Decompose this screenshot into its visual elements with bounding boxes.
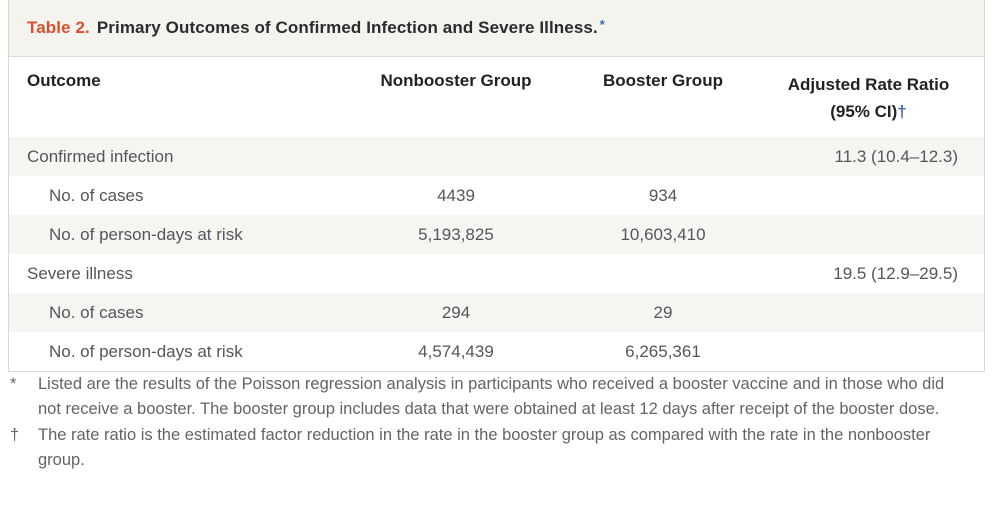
table-body: Confirmed infection 11.3 (10.4–12.3) No.… <box>9 137 984 372</box>
table-row-confirmed-infection: Confirmed infection 11.3 (10.4–12.3) <box>9 137 984 177</box>
footnote-dagger: † The rate ratio is the estimated factor… <box>10 423 978 473</box>
table-title: Primary Outcomes of Confirmed Infection … <box>96 18 598 37</box>
col-header-outcome: Outcome <box>27 71 101 90</box>
table-title-bar: Table 2. Primary Outcomes of Confirmed I… <box>9 0 984 57</box>
rate-ratio-cell: 11.3 (10.4–12.3) <box>834 146 959 166</box>
outcome-cell: Severe illness <box>27 263 133 283</box>
table-number-label: Table 2. <box>27 18 90 37</box>
footnote-marker: * <box>10 375 17 393</box>
nonbooster-cell: 4439 <box>437 185 475 205</box>
outcome-cell: No. of cases <box>49 302 144 322</box>
outcome-cell: No. of cases <box>49 185 144 205</box>
col-header-nonbooster-group: Nonbooster Group <box>380 71 532 90</box>
table-row-cases-severe: No. of cases 294 29 <box>9 293 984 333</box>
table-row-severe-illness: Severe illness 19.5 (12.9–29.5) <box>9 254 984 294</box>
rate-ratio-header-line1: Adjusted Rate Ratio <box>787 75 950 94</box>
table-footnotes: * Listed are the results of the Poisson … <box>10 372 978 473</box>
footnote-text: Listed are the results of the Poisson re… <box>38 375 945 418</box>
booster-cell: 6,265,361 <box>625 341 701 361</box>
table-header-row: Outcome Nonbooster Group Booster Group A… <box>9 57 984 138</box>
col-header-adjusted-rate-ratio: Adjusted Rate Ratio (95% CI)† <box>753 71 984 125</box>
footnote-text: The rate ratio is the estimated factor r… <box>38 426 931 469</box>
rate-ratio-header-line2: (95% CI) <box>830 102 898 122</box>
table-row-person-days-severe: No. of person-days at risk 4,574,439 6,2… <box>9 332 984 372</box>
booster-cell: 10,603,410 <box>620 224 706 244</box>
footnote-marker: † <box>10 426 20 444</box>
booster-cell: 29 <box>653 302 673 322</box>
outcome-cell: No. of person-days at risk <box>49 341 243 361</box>
nonbooster-cell: 4,574,439 <box>418 341 494 361</box>
table-2-container: Table 2. Primary Outcomes of Confirmed I… <box>8 0 985 373</box>
nonbooster-cell: 294 <box>441 302 471 322</box>
col-header-booster-group: Booster Group <box>603 71 723 90</box>
outcome-cell: No. of person-days at risk <box>49 224 243 244</box>
table-row-person-days-infection: No. of person-days at risk 5,193,825 10,… <box>9 215 984 255</box>
nonbooster-cell: 5,193,825 <box>418 224 494 244</box>
footnote-asterisk-marker: * <box>599 16 605 32</box>
rate-ratio-cell: 19.5 (12.9–29.5) <box>833 263 958 283</box>
booster-cell: 934 <box>648 185 678 205</box>
outcome-cell: Confirmed infection <box>27 146 174 166</box>
table-row-cases-infection: No. of cases 4439 934 <box>9 176 984 216</box>
footnote-dagger-marker: † <box>897 102 907 122</box>
footnote-asterisk: * Listed are the results of the Poisson … <box>10 372 978 422</box>
